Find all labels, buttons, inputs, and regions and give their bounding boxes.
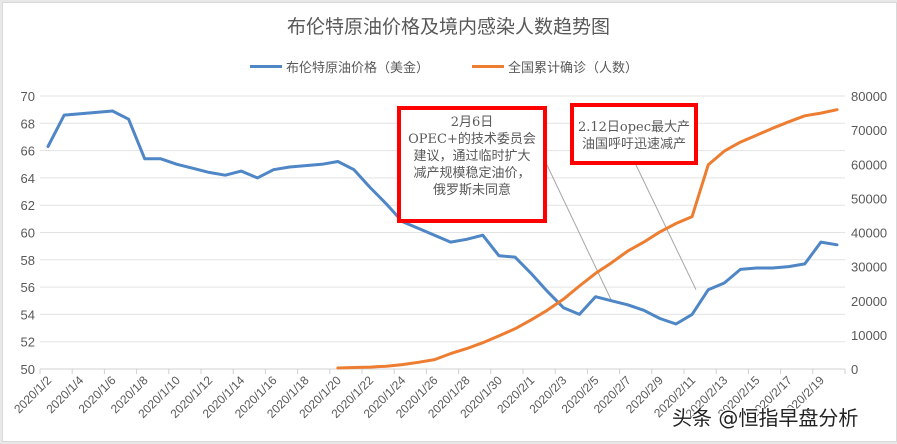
legend-label-brent: 布伦特原油价格（美金） <box>286 61 430 76</box>
right-axis-tick-label: 80000 <box>851 89 887 104</box>
right-axis-tick-label: 30000 <box>851 260 887 275</box>
leader-line-feb6 <box>546 164 613 301</box>
left-axis-tick-label: 68 <box>21 116 35 131</box>
annotation-opec-feb12: 2.12日opec最大产 油国呼吁迅速减产 <box>570 103 698 165</box>
annotation-opec-feb6-line: 建议，通过临时扩大 <box>413 149 531 164</box>
right-axis-tick-label: 50000 <box>851 191 887 206</box>
left-axis-tick-label: 64 <box>21 171 35 186</box>
left-axis-tick-label: 56 <box>21 280 35 295</box>
legend-label-cases: 全国累计确诊（人数） <box>508 61 639 76</box>
legend-swatch-brent <box>250 65 282 68</box>
annotation-opec-feb6: 2月6日 OPEC+的技术委员会 建议，通过临时扩大 减产规模稳定油价， 俄罗斯… <box>397 106 547 223</box>
left-axis-ticks: 50 52 54 56 58 60 62 64 66 68 70 <box>21 89 35 377</box>
annotation-opec-feb12-line: 2.12日opec最大产 <box>577 120 691 135</box>
right-axis-tick-label: 10000 <box>851 328 887 343</box>
left-axis-tick-label: 62 <box>21 198 35 213</box>
left-axis-tick-label: 70 <box>21 89 35 104</box>
right-axis-tick-label: 60000 <box>851 157 887 172</box>
right-axis-ticks: 0 10000 20000 30000 40000 50000 60000 70000 8000… <box>851 89 887 377</box>
watermark: 头条 @恒指早盘分析 <box>672 406 859 430</box>
confirmed-cases-line <box>336 108 839 370</box>
legend-item-cases: 全国累计确诊（人数） <box>472 57 638 76</box>
left-axis-tick-label: 54 <box>21 307 35 322</box>
chart-title: 布伦特原油价格及境内感染人数趋势图 <box>286 16 610 38</box>
legend-swatch-cases <box>472 65 504 68</box>
annotation-opec-feb12-line: 油国呼吁迅速减产 <box>581 137 686 152</box>
legend-item-brent: 布伦特原油价格（美金） <box>250 57 429 76</box>
chart-legend: 布伦特原油价格（美金） 全国累计确诊（人数） <box>0 57 897 77</box>
right-axis-tick-label: 20000 <box>851 294 887 309</box>
right-axis-tick-label: 40000 <box>851 226 887 241</box>
left-axis-tick-label: 50 <box>21 362 35 377</box>
annotation-opec-feb6-line: 2月6日 <box>450 115 494 130</box>
annotation-opec-feb6-line: OPEC+的技术委员会 <box>408 132 536 147</box>
brent-price-line <box>46 109 839 326</box>
left-axis-tick-label: 66 <box>21 144 35 159</box>
annotation-opec-feb6-line: 俄罗斯未同意 <box>432 183 511 198</box>
left-axis-tick-label: 58 <box>21 253 35 268</box>
data-series <box>46 108 839 370</box>
right-axis-tick-label: 0 <box>851 362 858 377</box>
left-axis-tick-label: 60 <box>21 226 35 241</box>
right-axis-tick-label: 70000 <box>851 123 887 138</box>
left-axis-tick-label: 52 <box>21 335 35 350</box>
annotation-opec-feb6-line: 减产规模稳定油价， <box>413 166 531 181</box>
